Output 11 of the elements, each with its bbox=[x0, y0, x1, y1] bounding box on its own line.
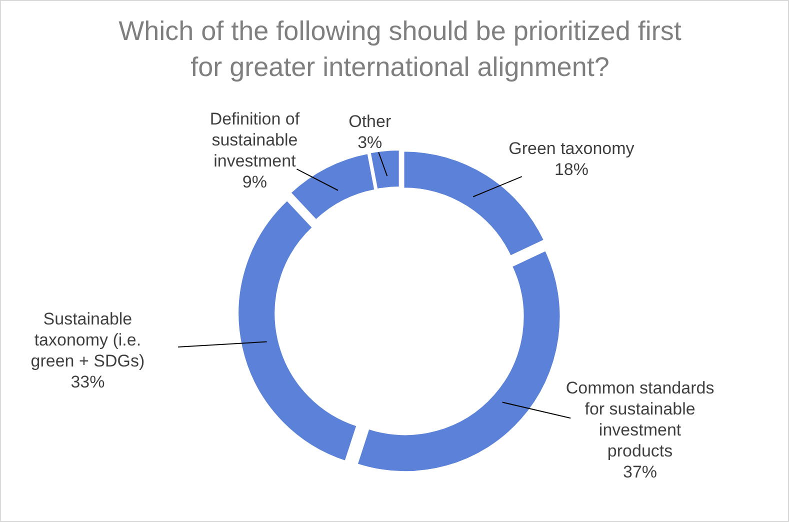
data-label: 37% bbox=[623, 462, 658, 482]
slice-label: Definition of sustainable investment bbox=[210, 110, 300, 171]
slice-label: Other bbox=[348, 112, 392, 131]
data-label: 18% bbox=[554, 160, 588, 180]
data-label: 33% bbox=[70, 372, 105, 392]
slice-label: Common standards for sustainable investment products bbox=[566, 378, 714, 461]
slice-label: Green taxonomy bbox=[508, 139, 635, 158]
data-label: 3% bbox=[358, 132, 382, 152]
data-label: 9% bbox=[242, 172, 268, 192]
chart-title: Which of the following should be prioritized first for greater international alignment? bbox=[118, 16, 682, 82]
slice-label: Sustainable taxonomy (i.e. green + SDGs) bbox=[30, 309, 145, 370]
